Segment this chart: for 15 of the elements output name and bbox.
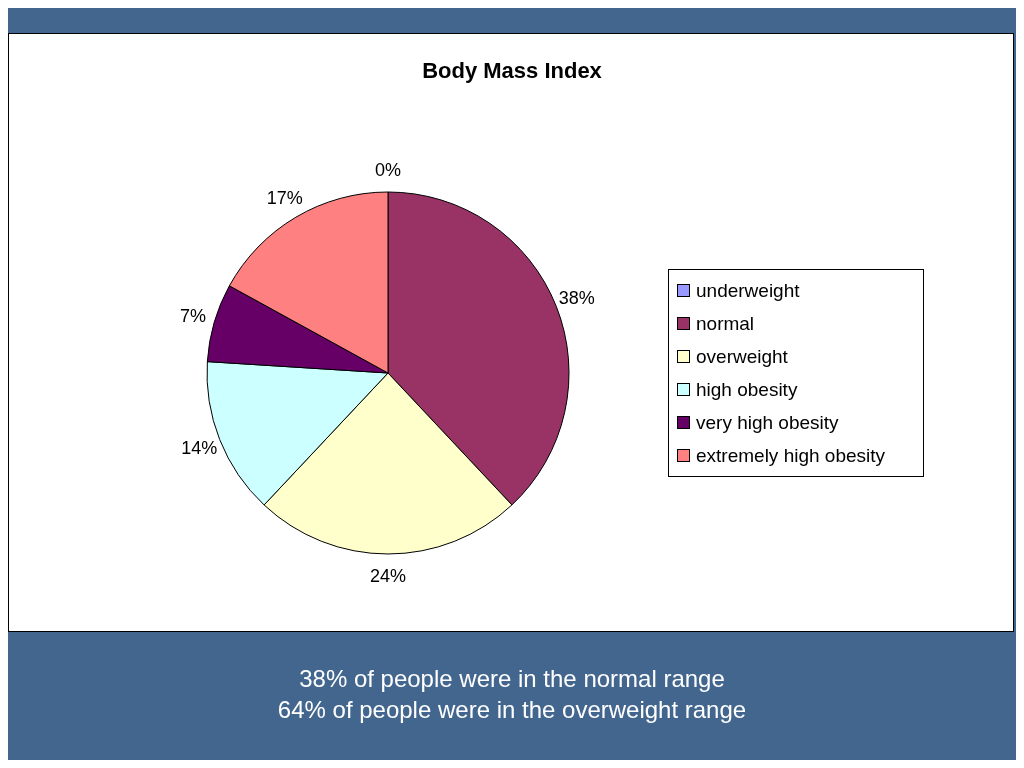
data-label: 14% (181, 437, 218, 458)
legend-label: extremely high obesity (696, 444, 886, 467)
data-label: 24% (369, 566, 407, 586)
data-label: 38% (558, 288, 595, 309)
legend-label: very high obesity (696, 411, 839, 434)
legend-label: normal (696, 312, 755, 335)
data-label: 17% (266, 188, 303, 209)
legend-label: overweight (696, 345, 788, 368)
chart-title: Body Mass Index (422, 57, 603, 83)
text: 38% of people were in the normal range (298, 664, 726, 694)
legend-label: high obesity (696, 378, 798, 401)
text: 0% (374, 160, 402, 180)
data-label: 7% (180, 306, 207, 327)
legend-label: underweight (696, 279, 800, 302)
text: 64% of people were in the overweight range (276, 695, 748, 725)
